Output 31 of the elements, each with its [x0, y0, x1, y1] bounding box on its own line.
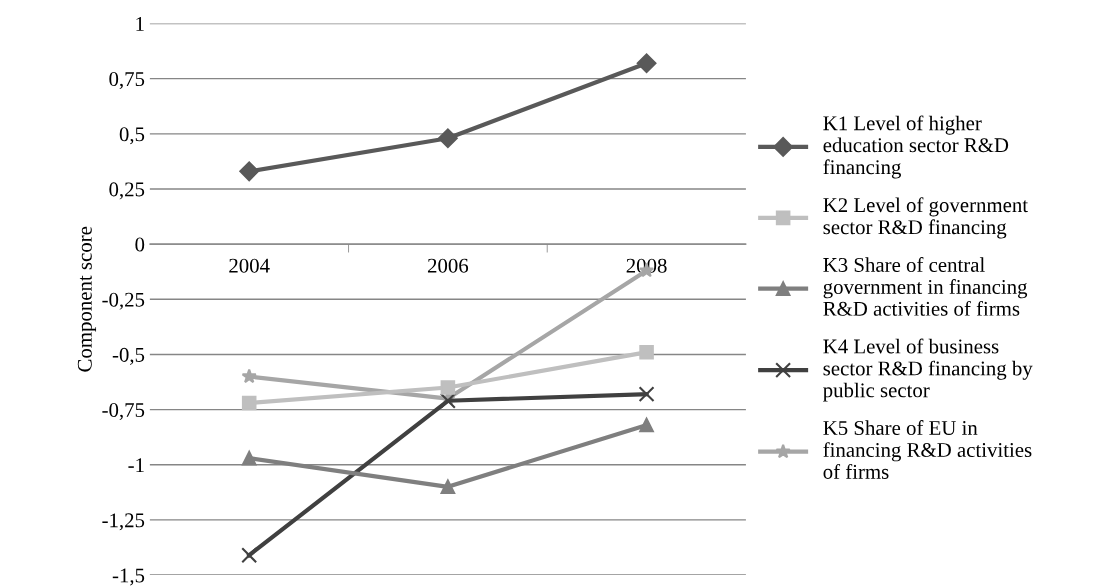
x-tick-label: 2006	[427, 258, 469, 273]
point	[241, 547, 258, 564]
y-tick-label: -0,25	[102, 292, 145, 310]
y-tick-label: -1,25	[102, 513, 145, 531]
y-tick-label: 0	[135, 237, 145, 252]
y-tick-label: -0,75	[102, 402, 145, 421]
y-tick-label: -1	[128, 458, 144, 472]
point	[639, 344, 654, 360]
point	[440, 380, 456, 395]
point	[636, 53, 657, 74]
y-axis-title: Component score	[77, 226, 97, 372]
legend-label: K2 Level of government sector R&D financing	[823, 197, 1028, 239]
legend-label: K3 Share of central government in financing R&D activities of firms	[823, 257, 1028, 316]
point	[241, 450, 257, 466]
x-tick-label: 2004	[229, 258, 270, 273]
point	[241, 368, 257, 384]
legend-label: K5 Share of EU in financing R&D activities of firms	[823, 420, 1032, 479]
y-tick-label: -0,5	[112, 347, 145, 365]
y-tick-label: 0,75	[109, 72, 145, 90]
y-tick-label: -1,5	[112, 568, 145, 586]
point	[241, 395, 257, 411]
point	[440, 479, 456, 495]
point	[438, 128, 458, 149]
legend-label: K1 Level of higher education sector R&D financing	[823, 115, 1009, 179]
point	[639, 417, 654, 433]
y-tick-label: 0,25	[109, 182, 145, 200]
y-tick-label: 0,5	[119, 127, 145, 145]
point	[239, 161, 260, 182]
point	[638, 386, 655, 403]
legend-label: K4 Level of business sector R&D financing by public sector	[823, 338, 1033, 402]
y-tick-label: 1	[136, 16, 144, 31]
